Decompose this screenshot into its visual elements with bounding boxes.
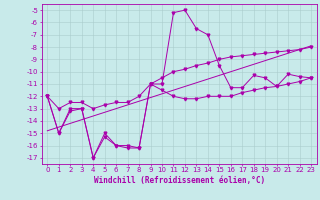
X-axis label: Windchill (Refroidissement éolien,°C): Windchill (Refroidissement éolien,°C): [94, 176, 265, 185]
